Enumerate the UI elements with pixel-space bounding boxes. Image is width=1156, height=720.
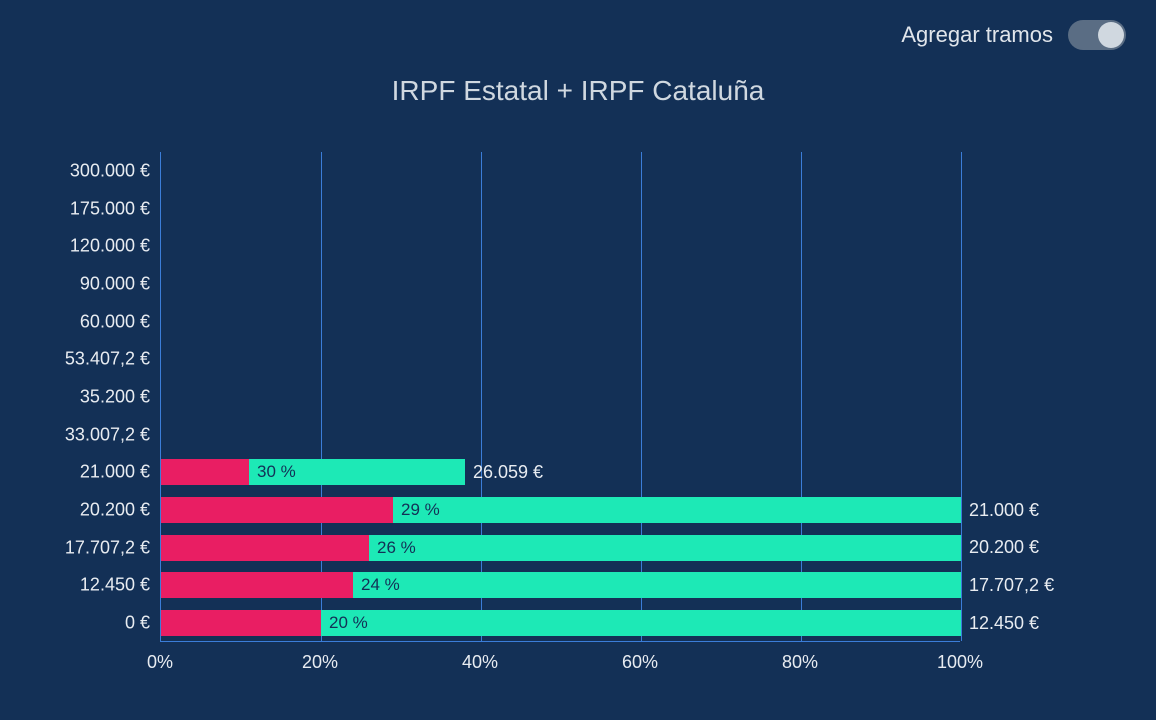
bar-value-label: 20.200 €: [969, 537, 1039, 558]
x-axis-label: 0%: [147, 652, 173, 673]
y-axis-label: 33.007,2 €: [65, 424, 150, 445]
bar-value-label: 12.450 €: [969, 613, 1039, 634]
toggle-thumb: [1098, 22, 1124, 48]
bar-segment-tax: [161, 535, 369, 561]
bar-row: 30 % 26.059 €: [161, 459, 543, 485]
y-axis-label: 35.200 €: [80, 387, 150, 408]
gridline: [961, 152, 962, 641]
bar-row: 20 % 12.450 €: [161, 610, 1039, 636]
bar-segment-tax: [161, 459, 249, 485]
y-axis: 300.000 € 175.000 € 120.000 € 90.000 € 60.00…: [40, 152, 160, 642]
x-axis-label: 100%: [937, 652, 983, 673]
y-axis-label: 120.000 €: [70, 236, 150, 257]
bar-segment-remainder: 20 %: [321, 610, 961, 636]
bar-value-label: 26.059 €: [473, 462, 543, 483]
y-axis-label: 17.707,2 €: [65, 537, 150, 558]
bar-value-label: 21.000 €: [969, 500, 1039, 521]
bar-segment-tax: [161, 572, 353, 598]
chart-title: IRPF Estatal + IRPF Cataluña: [0, 75, 1156, 107]
y-axis-label: 53.407,2 €: [65, 349, 150, 370]
y-axis-label: 0 €: [125, 613, 150, 634]
chart-container: 300.000 € 175.000 € 120.000 € 90.000 € 60.00…: [40, 152, 1156, 692]
bar-segment-tax: [161, 497, 393, 523]
x-axis-label: 60%: [622, 652, 658, 673]
x-axis-label: 80%: [782, 652, 818, 673]
toggle-label: Agregar tramos: [901, 22, 1053, 48]
toggle-switch[interactable]: [1068, 20, 1126, 50]
y-axis-label: 21.000 €: [80, 462, 150, 483]
bar-segment-tax: [161, 610, 321, 636]
gridline: [481, 152, 482, 641]
y-axis-label: 60.000 €: [80, 311, 150, 332]
bar-row: 29 % 21.000 €: [161, 497, 1039, 523]
x-axis-label: 40%: [462, 652, 498, 673]
gridline: [641, 152, 642, 641]
x-axis-label: 20%: [302, 652, 338, 673]
bar-row: 24 % 17.707,2 €: [161, 572, 1054, 598]
bar-segment-remainder: 29 %: [393, 497, 961, 523]
bar-value-label: 17.707,2 €: [969, 575, 1054, 596]
y-axis-label: 175.000 €: [70, 198, 150, 219]
gridline: [321, 152, 322, 641]
bar-segment-remainder: 26 %: [369, 535, 961, 561]
gridline: [801, 152, 802, 641]
y-axis-label: 300.000 €: [70, 160, 150, 181]
y-axis-label: 90.000 €: [80, 273, 150, 294]
bar-row: 26 % 20.200 €: [161, 535, 1039, 561]
plot-area: 30 %26.059 €29 %21.000 €26 %20.200 €24 %…: [160, 152, 960, 642]
bar-segment-remainder: 30 %: [249, 459, 465, 485]
bar-segment-remainder: 24 %: [353, 572, 961, 598]
header: Agregar tramos: [0, 0, 1156, 50]
y-axis-label: 20.200 €: [80, 500, 150, 521]
y-axis-label: 12.450 €: [80, 575, 150, 596]
